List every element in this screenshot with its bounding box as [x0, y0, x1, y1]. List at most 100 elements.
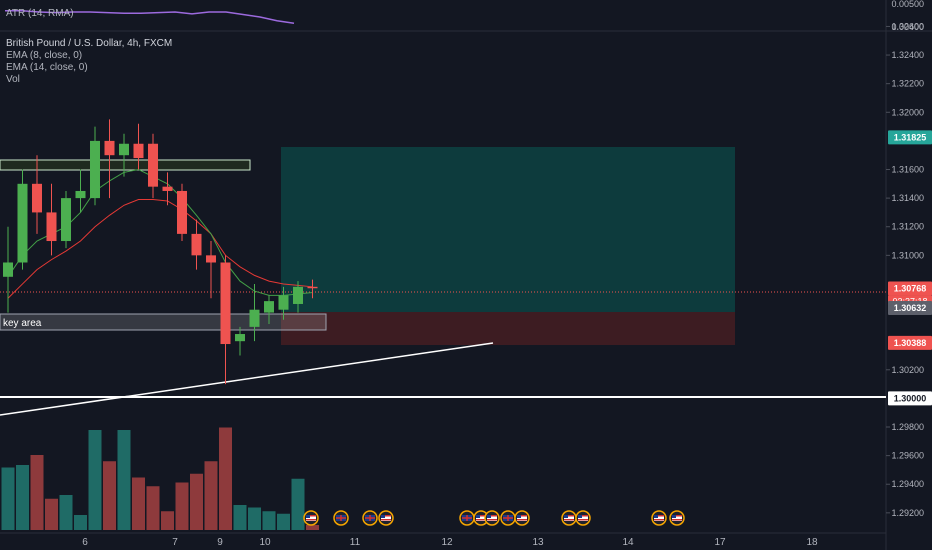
- us-flag-icon[interactable]: [669, 510, 685, 526]
- entry-price-tag: [888, 300, 932, 315]
- stop-zone[interactable]: [281, 312, 735, 345]
- candle-body: [307, 286, 318, 289]
- stop-price-tag-text: 1.30388: [894, 338, 927, 348]
- uk-flag-icon[interactable]: [362, 510, 378, 526]
- us-flag-icon[interactable]: [514, 510, 530, 526]
- volume-bar: [103, 461, 116, 530]
- entry-price-tag-text: 1.30632: [894, 303, 927, 313]
- round-price-tag-text: 1.30000: [894, 393, 927, 403]
- key-area-box[interactable]: [0, 313, 327, 331]
- volume-bar: [175, 482, 189, 530]
- volume-bar: [45, 498, 58, 530]
- us-flag-icon[interactable]: [651, 510, 667, 526]
- candle-body: [220, 262, 231, 345]
- time-tick-label: 6: [82, 537, 88, 548]
- round-price-tag: [888, 391, 932, 406]
- volume-bar: [117, 430, 131, 530]
- time-axis[interactable]: 6 7 9 10 11 12 13 14 17 18: [82, 537, 818, 548]
- volume-bar: [219, 427, 232, 530]
- volume-bar: [74, 515, 87, 530]
- volume-bar: [277, 513, 290, 530]
- uk-flag-icon[interactable]: [459, 510, 475, 526]
- candle-body: [133, 143, 144, 159]
- candle-body: [32, 183, 42, 213]
- atr-tick-label: 0.00500: [891, 0, 924, 9]
- volume-bar: [161, 511, 174, 530]
- us-flag-icon[interactable]: [378, 510, 394, 526]
- candle-body: [235, 334, 245, 342]
- time-tick-label: 9: [217, 537, 223, 548]
- time-tick-label: 11: [350, 537, 361, 548]
- target-price-tag: [888, 130, 932, 145]
- price-tick-label: 1.31000: [891, 250, 924, 260]
- trend-line[interactable]: [0, 342, 494, 416]
- atr-tick-label: 0.00400: [891, 22, 924, 32]
- price-tick-label: 1.29600: [891, 451, 924, 461]
- atr-line: [5, 10, 295, 24]
- time-tick-label: 17: [714, 537, 726, 548]
- volume-bar: [146, 486, 160, 530]
- indicator-vol[interactable]: Vol: [6, 74, 20, 85]
- chart-title[interactable]: British Pound / U.S. Dollar, 4h, FXCM: [6, 38, 173, 49]
- price-tick-label: 1.31400: [891, 193, 924, 203]
- price-tags: 1.318251.3076803:37:181.306321.303881.30…: [888, 130, 932, 406]
- candle-body: [177, 190, 187, 234]
- price-tick-label: 1.29400: [891, 479, 924, 489]
- price-tick-label: 1.31600: [891, 165, 924, 175]
- candle-body: [206, 255, 216, 263]
- ema-lines: [7, 168, 313, 299]
- last-price-tag-text: 1.30768: [894, 284, 927, 294]
- candle-body: [75, 190, 86, 199]
- us-flag-icon[interactable]: [561, 510, 577, 526]
- candle-body: [162, 186, 173, 191]
- price-tick-label: 1.31200: [891, 222, 924, 232]
- volume-bar: [306, 525, 319, 530]
- volume-bar: [16, 465, 29, 530]
- candle-body: [104, 140, 115, 156]
- candle-body: [61, 198, 71, 242]
- price-tick-label: 1.29800: [891, 422, 924, 432]
- volume-bars: [1, 427, 319, 530]
- price-tick-label: 1.32200: [891, 79, 924, 89]
- price-tick-label: 1.29200: [891, 508, 924, 518]
- target-zone[interactable]: [281, 147, 735, 312]
- us-flag-icon[interactable]: [303, 510, 319, 526]
- atr-series: [5, 10, 295, 24]
- time-tick-label: 10: [259, 537, 271, 548]
- volume-bar: [291, 478, 305, 530]
- volume-bar: [262, 511, 276, 530]
- time-tick-label: 7: [172, 537, 178, 548]
- time-tick-label: 12: [441, 537, 453, 548]
- volume-bar: [132, 477, 145, 530]
- candle-body: [293, 286, 303, 304]
- uk-flag-icon[interactable]: [333, 510, 349, 526]
- price-tick-label: 1.32600: [891, 21, 924, 31]
- indicator-ema14[interactable]: EMA (14, close, 0): [6, 62, 88, 73]
- key-area-label: key area: [3, 318, 42, 329]
- ema14-line: [7, 199, 313, 299]
- volume-bar: [233, 505, 247, 530]
- candle-body: [17, 183, 28, 263]
- us-flag-icon[interactable]: [484, 510, 500, 526]
- candle-body: [3, 262, 13, 277]
- target-price-tag-text: 1.31825: [894, 132, 927, 142]
- candle-body: [191, 233, 202, 256]
- indicator-ema8[interactable]: EMA (8, close, 0): [6, 50, 83, 61]
- candle-body: [119, 143, 129, 156]
- volume-bar: [30, 455, 44, 530]
- volume-bar: [1, 467, 15, 530]
- last-price-tag: [888, 281, 932, 296]
- atr-legend[interactable]: ATR (14, RMA): [6, 8, 74, 19]
- us-flag-icon[interactable]: [575, 510, 591, 526]
- candle-body: [249, 309, 260, 327]
- time-tick-label: 13: [532, 537, 544, 548]
- candles: [3, 119, 318, 385]
- volume-bar: [204, 461, 218, 530]
- uk-flag-icon[interactable]: [500, 510, 516, 526]
- price-tick-label: 1.32400: [891, 50, 924, 60]
- resistance-box[interactable]: [0, 159, 251, 171]
- volume-bar: [248, 507, 261, 530]
